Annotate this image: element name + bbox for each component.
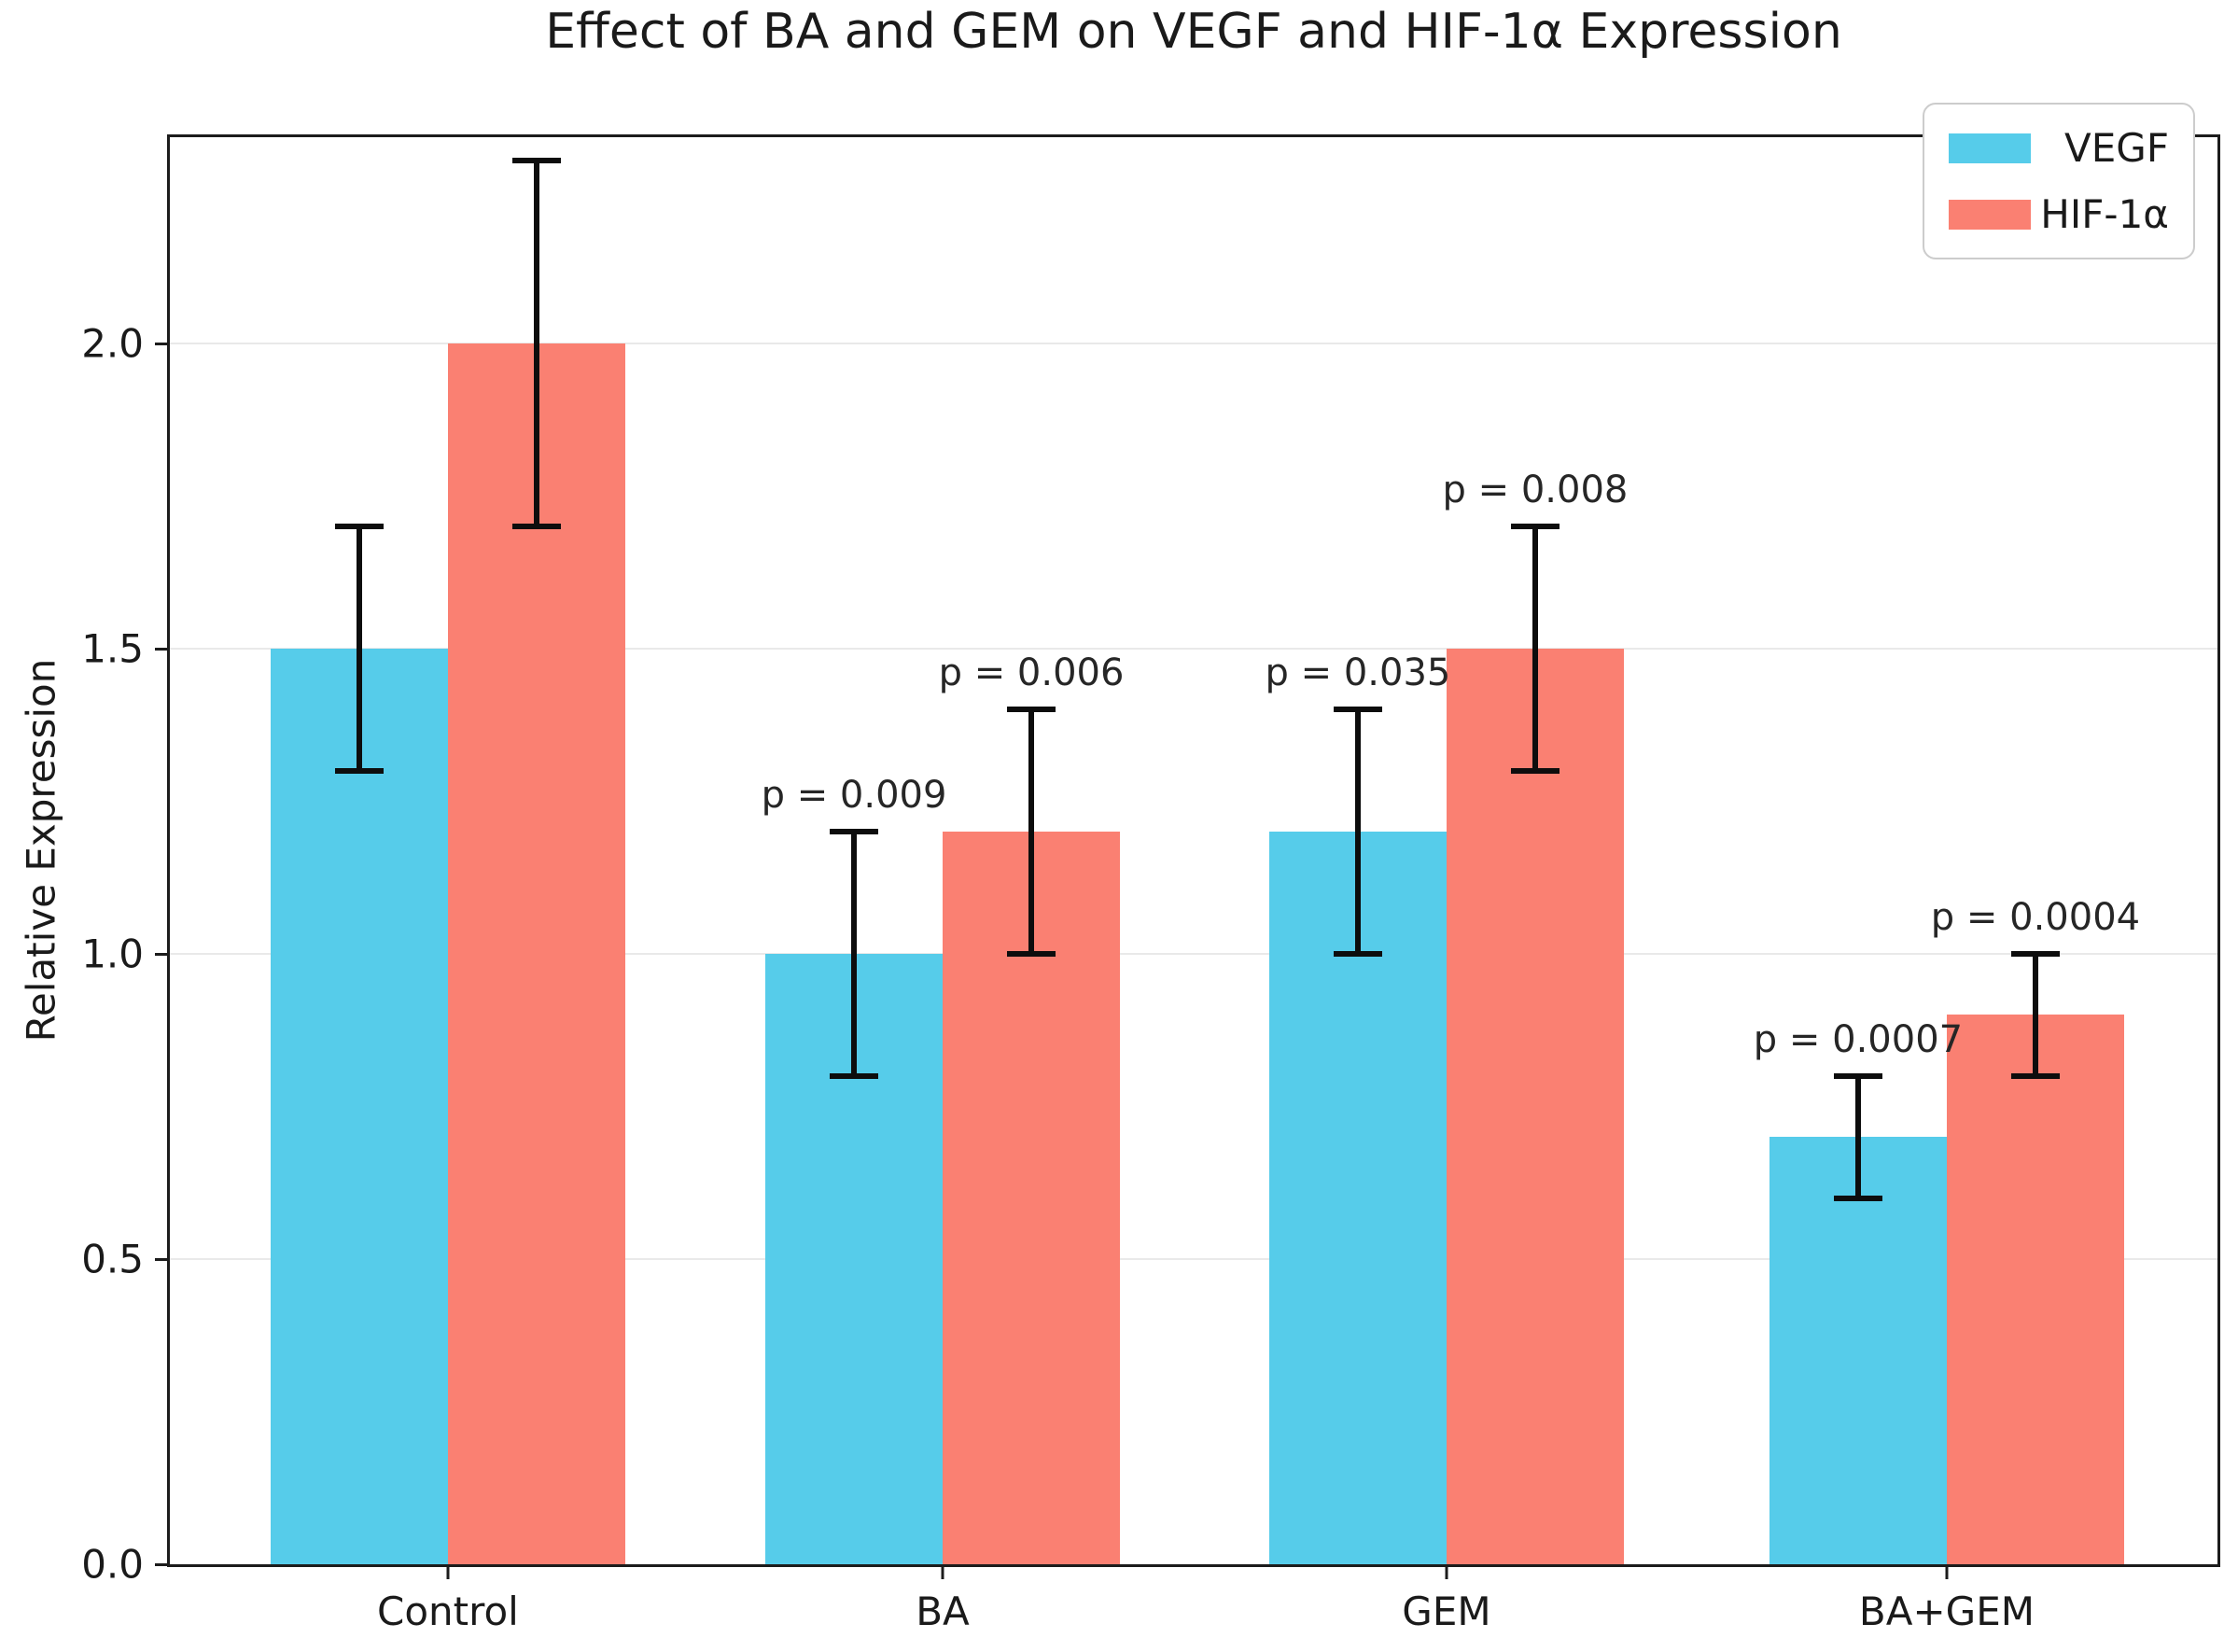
gridline: [170, 343, 2217, 345]
error-cap-top-hif1a-gem: [1510, 524, 1560, 530]
error-cap-top-vegf-ba-gem: [1833, 1072, 1882, 1079]
error-bar-vegf-ba: [851, 832, 858, 1076]
error-cap-top-vegf-ba: [830, 829, 879, 835]
error-cap-top-hif1a-ba: [1007, 707, 1056, 713]
bar-vegf-ba-gem: [1769, 1137, 1947, 1564]
error-bar-hif1a-ba: [1028, 709, 1035, 954]
x-tick-label-control: Control: [377, 1589, 519, 1634]
error-cap-bottom-hif1a-control: [511, 524, 561, 530]
error-cap-bottom-hif1a-gem: [1510, 767, 1560, 774]
error-bar-vegf-ba-gem: [1854, 1075, 1861, 1198]
gridline: [170, 1258, 2217, 1260]
x-tick-mark-ba: [941, 1564, 944, 1579]
y-tick-label: 2.0: [81, 320, 144, 367]
gridline: [170, 648, 2217, 651]
legend: VEGF HIF-1α: [1923, 103, 2195, 259]
error-bar-hif1a-control: [533, 160, 539, 527]
y-tick-mark: [155, 952, 170, 956]
bar-hif1a-control: [447, 343, 625, 1564]
x-tick-label-gem: GEM: [1402, 1589, 1491, 1634]
y-tick-mark: [155, 1257, 170, 1261]
error-cap-bottom-hif1a-ba: [1007, 951, 1056, 958]
error-cap-top-hif1a-ba-gem: [2010, 951, 2060, 958]
gridline: [170, 953, 2217, 956]
p-value-label-vegf-gem: p = 0.035: [1265, 651, 1451, 695]
p-value-label-hif1a-ba: p = 0.006: [938, 651, 1125, 695]
error-cap-top-vegf-gem: [1333, 707, 1382, 713]
x-tick-mark-ba-gem: [1945, 1564, 1949, 1579]
error-cap-bottom-hif1a-ba-gem: [2010, 1072, 2060, 1079]
y-tick-label: 0.5: [81, 1236, 144, 1282]
error-bar-vegf-control: [356, 526, 362, 771]
y-tick-mark: [155, 342, 170, 345]
y-axis-label: Relative Expression: [18, 658, 64, 1043]
chart-title: Effect of BA and GEM on VEGF and HIF-1α …: [545, 4, 1842, 60]
y-tick-label: 1.5: [81, 625, 144, 672]
bar-hif1a-ba-gem: [1946, 1015, 2124, 1564]
p-value-label-vegf-ba-gem: p = 0.0007: [1753, 1017, 1964, 1061]
legend-swatch-vegf: [1949, 133, 2031, 163]
y-tick-mark: [155, 1562, 170, 1566]
legend-label-vegf: VEGF: [2064, 125, 2169, 171]
plot-area: 0.0 0.5 1.0 1.5 2.0 Control p = 0.009 p = 0.006…: [81, 134, 2220, 1634]
error-cap-top-hif1a-control: [511, 157, 561, 163]
error-bar-hif1a-ba-gem: [2032, 954, 2038, 1076]
p-value-label-hif1a-ba-gem: p = 0.0004: [1930, 896, 2141, 940]
legend-label-hif1a: HIF-1α: [2040, 191, 2169, 237]
x-tick-mark-control: [446, 1564, 450, 1579]
error-cap-top-vegf-control: [334, 524, 384, 530]
x-tick-label-ba: BA: [916, 1589, 970, 1634]
p-value-label-vegf-ba: p = 0.009: [761, 774, 947, 818]
error-cap-bottom-vegf-ba-gem: [1833, 1195, 1882, 1201]
x-tick-label-ba-gem: BA+GEM: [1858, 1589, 2035, 1634]
bar-hif1a-gem: [1446, 649, 1624, 1564]
y-tick-label: 1.0: [81, 931, 144, 977]
p-value-label-hif1a-gem: p = 0.008: [1442, 469, 1629, 512]
x-tick-mark-gem: [1445, 1564, 1448, 1579]
legend-item-hif1a: HIF-1α: [1949, 191, 2169, 237]
error-cap-bottom-vegf-ba: [830, 1072, 879, 1079]
y-tick-label: 0.0: [81, 1541, 144, 1588]
error-bar-hif1a-gem: [1532, 526, 1538, 771]
error-cap-bottom-vegf-control: [334, 767, 384, 774]
bar-vegf-control: [270, 649, 448, 1564]
error-bar-vegf-gem: [1354, 709, 1361, 954]
legend-swatch-hif1a: [1949, 199, 2031, 230]
legend-item-vegf: VEGF: [1949, 125, 2169, 171]
y-tick-mark: [155, 647, 170, 651]
error-cap-bottom-vegf-gem: [1333, 951, 1382, 958]
